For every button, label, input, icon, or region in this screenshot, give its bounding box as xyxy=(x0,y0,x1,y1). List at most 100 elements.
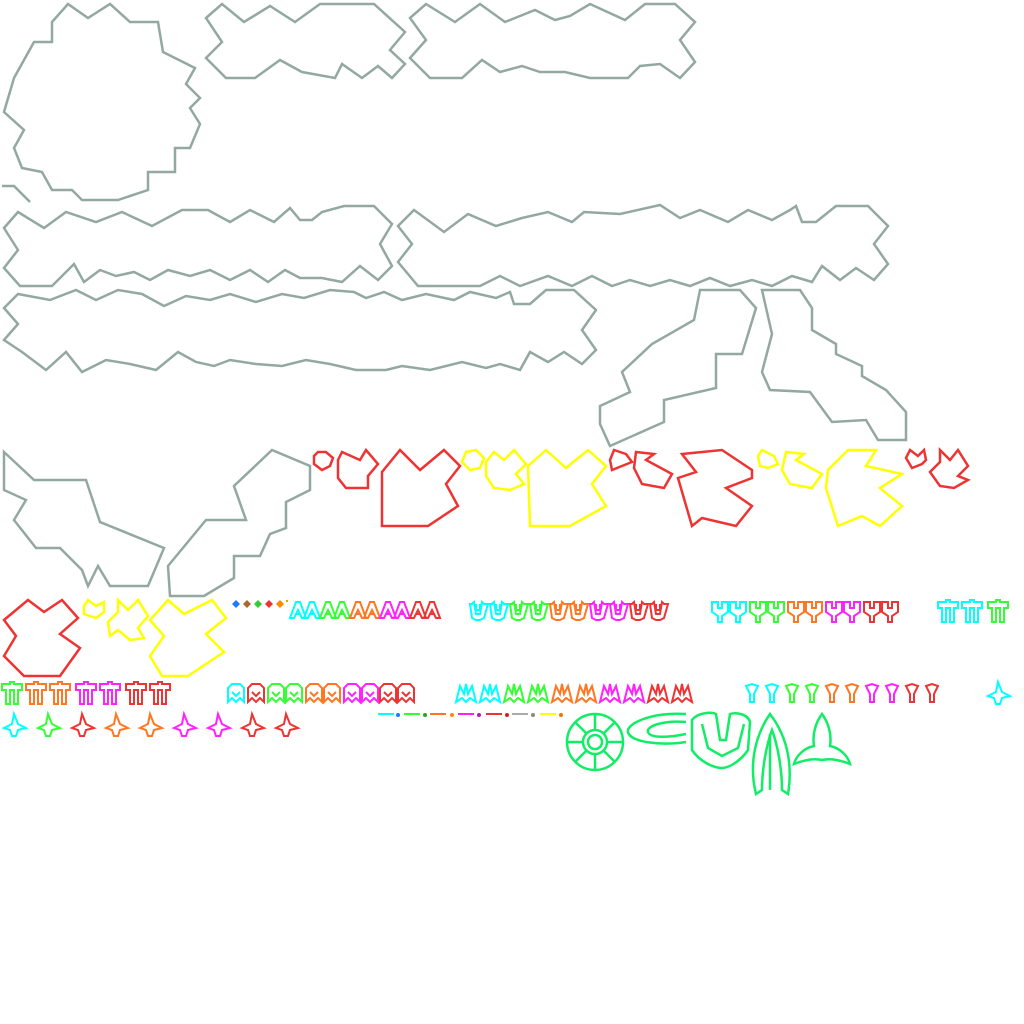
ship-spike-green-1 xyxy=(503,683,525,703)
ship-spike-magenta-2 xyxy=(623,683,645,703)
terrain-bar-4 xyxy=(396,203,890,288)
terrain-slab-left xyxy=(598,288,758,448)
ship-t-orange-1 xyxy=(25,681,47,705)
asteroid-yellow-tilt-large xyxy=(148,598,228,678)
ship-a-cyan-1 xyxy=(289,601,307,619)
ship-wing-orange-2 xyxy=(139,713,163,737)
ship-bell-cyan-2 xyxy=(729,601,747,623)
terrain-bar-1 xyxy=(204,2,407,80)
ship-bell-orange-2 xyxy=(805,601,823,623)
boss-anchor xyxy=(792,711,852,767)
ship-spike-green-2 xyxy=(527,683,549,703)
ship-m-cyan-1 xyxy=(227,683,245,703)
ship-dart-green-2 xyxy=(805,683,819,703)
ship-t-orange-2 xyxy=(49,681,71,705)
terrain-bar-3 xyxy=(2,204,394,288)
ship-dart-cyan-1 xyxy=(745,683,759,703)
terrain-bar-5 xyxy=(2,288,598,374)
asteroid-red-tilt-tiny xyxy=(904,447,928,470)
ships-u-row xyxy=(469,601,669,621)
ship-m-cyan-2 xyxy=(247,683,265,703)
laser-dot-orange xyxy=(450,713,454,717)
boss-crown xyxy=(690,711,752,770)
asteroid-red-tilt-large xyxy=(2,598,82,678)
ship-t-magenta-1 xyxy=(75,681,97,705)
ship-t-green-2 xyxy=(1,681,23,705)
ship-a-orange-1 xyxy=(349,601,367,619)
ship-dart-red-2 xyxy=(925,683,939,703)
ship-dart-orange-2 xyxy=(845,683,859,703)
ship-spike-orange-2 xyxy=(575,683,597,703)
asteroids-row-2 xyxy=(2,596,228,678)
terrain-round-chunk xyxy=(2,2,202,202)
ship-a-green-1 xyxy=(319,601,337,619)
ship-u-green-1 xyxy=(509,601,529,621)
asteroids-yellow-b xyxy=(756,448,906,528)
ship-t-red-2 xyxy=(149,681,171,705)
ship-wing-red-2 xyxy=(275,713,299,737)
ship-bell-magenta-1 xyxy=(825,601,843,623)
gem-green xyxy=(254,600,262,608)
ship-bell-orange-1 xyxy=(787,601,805,623)
asteroid-yellow-spin-small xyxy=(780,450,824,490)
asteroids-red-c xyxy=(904,446,971,490)
ship-t-red-1 xyxy=(125,681,147,705)
ship-dart-orange-1 xyxy=(825,683,839,703)
asteroids-yellow-a xyxy=(460,448,608,528)
asteroid-red-spin-large xyxy=(676,448,754,529)
gems xyxy=(232,600,288,608)
ship-wing-red-1 xyxy=(241,713,265,737)
ship-bell-green-1 xyxy=(749,601,767,623)
terrain-bar-2 xyxy=(408,2,697,80)
ship-t-green-1 xyxy=(987,599,1009,623)
asteroid-yellow-tiny xyxy=(460,448,486,472)
terrain-slab-right xyxy=(760,288,908,442)
laser-dot-purple xyxy=(477,713,481,717)
ship-t-magenta-2 xyxy=(99,681,121,705)
asteroid-yellow-large xyxy=(526,448,608,528)
laser-dot-green xyxy=(423,713,427,717)
ship-u-red-1 xyxy=(629,601,649,621)
terrain-chunks xyxy=(2,2,908,598)
ships-dart-row xyxy=(745,683,939,703)
boss-crescent xyxy=(626,712,687,745)
boss-parts xyxy=(565,711,852,797)
ships-wing-row-b xyxy=(3,713,299,737)
asteroids-red-a xyxy=(312,447,462,528)
ship-a-red-2 xyxy=(423,601,441,619)
ship-bell-red-2 xyxy=(881,601,899,623)
asteroid-red-small xyxy=(336,447,380,490)
ships-t-row-a xyxy=(937,599,1009,623)
ships-bell-row xyxy=(711,601,899,623)
asteroid-yellow-tilt-tiny xyxy=(82,598,106,620)
ship-a-magenta-1 xyxy=(379,601,397,619)
ship-spike-orange-1 xyxy=(551,683,573,703)
terrain-wedge-right xyxy=(166,448,312,598)
ship-u-green-2 xyxy=(529,601,549,621)
asteroid-red-tiny xyxy=(312,450,335,472)
ship-dart-magenta-1 xyxy=(865,683,879,703)
ship-t-cyan-1 xyxy=(937,599,959,623)
ship-u-red-2 xyxy=(649,601,669,621)
ships-a-row xyxy=(289,601,441,619)
ship-u-cyan-1 xyxy=(469,601,489,621)
ship-m-red-2 xyxy=(397,683,415,703)
ship-a-green-2 xyxy=(333,601,351,619)
ship-u-orange-1 xyxy=(549,601,569,621)
ship-dart-cyan-2 xyxy=(765,683,779,703)
laser-dot-red xyxy=(505,713,509,717)
ship-u-magenta-2 xyxy=(609,601,629,621)
ship-u-magenta-1 xyxy=(589,601,609,621)
ship-bell-green-2 xyxy=(767,601,785,623)
gem-blue xyxy=(232,600,240,608)
ship-a-red-1 xyxy=(409,601,427,619)
terrain-wedge-left xyxy=(2,449,166,590)
ship-m-green-1 xyxy=(267,683,285,703)
ship-a-cyan-2 xyxy=(303,601,321,619)
ship-m-red-1 xyxy=(379,683,397,703)
asteroid-red-large xyxy=(380,448,462,528)
laser-dot-orange-2 xyxy=(559,713,563,717)
gem-gold xyxy=(286,600,288,602)
boss-wheel xyxy=(565,712,625,772)
